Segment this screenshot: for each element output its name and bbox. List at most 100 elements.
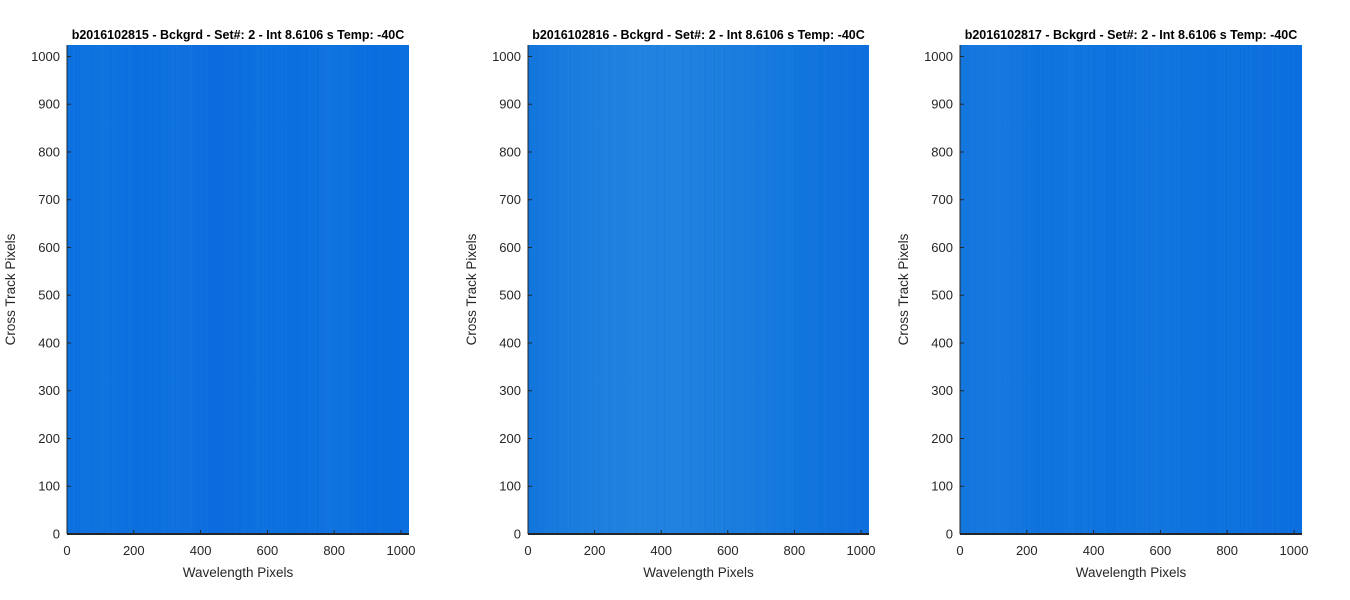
heatmap-streak (1208, 45, 1209, 534)
heatmap-streak (566, 45, 567, 534)
x-tick-label: 200 (123, 543, 145, 558)
heatmap-streak (1134, 45, 1135, 534)
heatmap-streak (1230, 45, 1231, 534)
heatmap-streak (1210, 45, 1211, 534)
heatmap-streak (966, 45, 967, 534)
heatmap-streak (1228, 45, 1229, 534)
heatmap-streak (305, 45, 306, 534)
heatmap-streak (810, 45, 811, 534)
heatmap-streak (1022, 45, 1023, 534)
heatmap-streak (842, 45, 843, 534)
heatmap-streak (379, 45, 380, 534)
heatmap-streak (113, 45, 114, 534)
heatmap-streak (1054, 45, 1055, 534)
heatmap-streak (1028, 45, 1029, 534)
heatmap-streak (754, 45, 755, 534)
heatmap-streak (251, 45, 252, 534)
heatmap-streak (1020, 45, 1021, 534)
heatmap-streak (568, 45, 569, 534)
heatmap-streak (175, 45, 176, 534)
panel-1: b2016102815 - Bckgrd - Set#: 2 - Int 8.6… (3, 28, 415, 580)
heatmap-streak (399, 45, 400, 534)
heatmap-streak (644, 45, 645, 534)
heatmap-streak (688, 45, 689, 534)
heatmap-streak (1248, 45, 1249, 534)
y-tick-label: 800 (499, 144, 521, 159)
x-tick-label: 800 (323, 543, 345, 558)
heatmap-streak (990, 45, 991, 534)
heatmap-streak (824, 45, 825, 534)
y-tick-label: 600 (38, 240, 60, 255)
heatmap-streak (179, 45, 180, 534)
heatmap-streak (660, 45, 661, 534)
heatmap-streak (694, 45, 695, 534)
heatmap-streak (968, 45, 969, 534)
heatmap-streak (1038, 45, 1039, 534)
heatmap-texture (67, 45, 406, 534)
y-tick-label: 600 (931, 240, 953, 255)
heatmap-streak (752, 45, 753, 534)
heatmap-streak (117, 45, 118, 534)
heatmap-streak (191, 45, 192, 534)
heatmap-streak (1068, 45, 1069, 534)
heatmap-texture (528, 45, 867, 534)
heatmap-streak (367, 45, 368, 534)
heatmap-streak (710, 45, 711, 534)
y-tick-label: 0 (53, 527, 60, 542)
heatmap-streak (347, 45, 348, 534)
heatmap-streak (734, 45, 735, 534)
x-tick-label: 200 (584, 543, 606, 558)
heatmap-streak (1030, 45, 1031, 534)
heatmap-streak (1288, 45, 1289, 534)
heatmap-streak (816, 45, 817, 534)
heatmap-streak (1224, 45, 1225, 534)
heatmap-streak (828, 45, 829, 534)
heatmap-streak (1278, 45, 1279, 534)
heatmap-streak (327, 45, 328, 534)
x-tick-label: 800 (1216, 543, 1238, 558)
x-tick-label: 400 (650, 543, 672, 558)
heatmap-streak (1252, 45, 1253, 534)
heatmap-streak (1166, 45, 1167, 534)
heatmap-streak (798, 45, 799, 534)
heatmap-streak (556, 45, 557, 534)
heatmap-streak (1298, 45, 1299, 534)
x-tick-label: 400 (190, 543, 212, 558)
heatmap-streak (994, 45, 995, 534)
y-tick-label: 0 (514, 527, 521, 542)
heatmap-streak (796, 45, 797, 534)
heatmap-streak (730, 45, 731, 534)
heatmap-streak (1158, 45, 1159, 534)
heatmap-streak (598, 45, 599, 534)
x-tick-label: 400 (1083, 543, 1105, 558)
x-tick-label: 0 (63, 543, 70, 558)
heatmap-streak (654, 45, 655, 534)
heatmap-streak (249, 45, 250, 534)
y-tick-label: 1000 (492, 49, 521, 64)
heatmap-streak (211, 45, 212, 534)
heatmap-streak (1258, 45, 1259, 534)
heatmap-streak (135, 45, 136, 534)
heatmap-streak (622, 45, 623, 534)
x-axis-label: Wavelength Pixels (643, 565, 754, 580)
heatmap-streak (73, 45, 74, 534)
heatmap-streak (572, 45, 573, 534)
heatmap-streak (1256, 45, 1257, 534)
heatmap-streak (355, 45, 356, 534)
heatmap-streak (1244, 45, 1245, 534)
heatmap-streak (650, 45, 651, 534)
heatmap-streak (590, 45, 591, 534)
heatmap-streak (1268, 45, 1269, 534)
heatmap-streak (1004, 45, 1005, 534)
heatmap-streak (806, 45, 807, 534)
heatmap-streak (586, 45, 587, 534)
heatmap-streak (736, 45, 737, 534)
heatmap-streak (1150, 45, 1151, 534)
heatmap-streak (778, 45, 779, 534)
heatmap-streak (1012, 45, 1013, 534)
heatmap-streak (133, 45, 134, 534)
heatmap-streak (235, 45, 236, 534)
heatmap-streak (800, 45, 801, 534)
heatmap-streak (1280, 45, 1281, 534)
heatmap-streak (702, 45, 703, 534)
